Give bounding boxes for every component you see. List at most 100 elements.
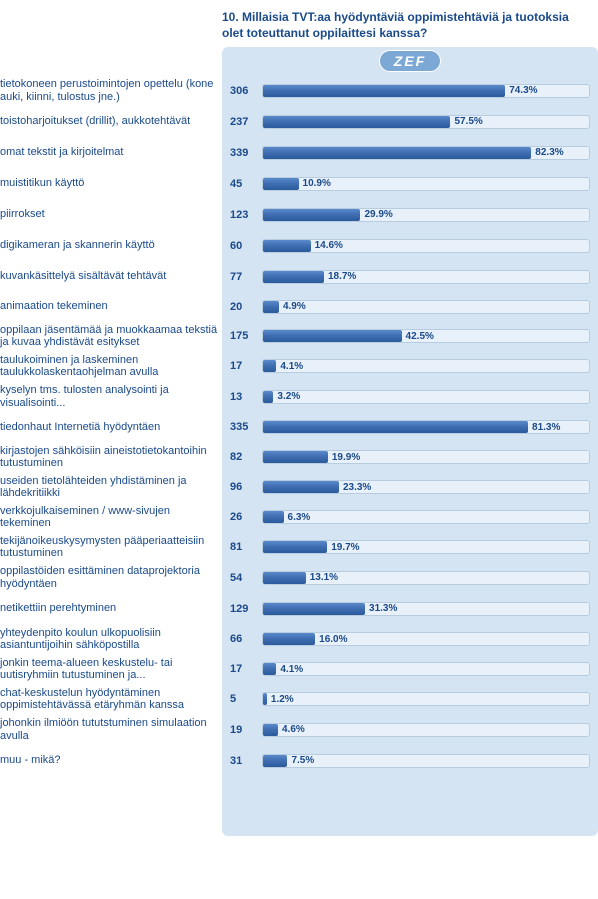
count-value: 13 (230, 391, 258, 403)
bar-fill (263, 360, 276, 372)
pct-label: 10.9% (303, 178, 331, 189)
bar-row: 266.3% (230, 502, 590, 532)
count-value: 60 (230, 240, 258, 252)
bar-track: 10.9% (262, 177, 590, 191)
category-label: oppilastöiden esittäminen dataprojektori… (0, 562, 222, 593)
bar-fill (263, 330, 402, 342)
category-label: digikameran ja skannerin käyttö (0, 230, 222, 261)
bar-track: 18.7% (262, 270, 590, 284)
category-label: animaation tekeminen (0, 292, 222, 321)
pct-label: 4.1% (280, 664, 303, 675)
bar-fill (263, 633, 315, 645)
pct-label: 16.0% (319, 634, 347, 645)
category-label: omat tekstit ja kirjoitelmat (0, 137, 222, 168)
bar-row: 12329.9% (230, 199, 590, 230)
bar-fill (263, 724, 278, 736)
pct-label: 13.1% (310, 572, 338, 583)
bar-row: 66 16.0% (230, 624, 590, 654)
bar-fill (263, 603, 365, 615)
y-axis-labels: tietokoneen perustoimintojen opettelu (k… (0, 47, 222, 836)
count-value: 237 (230, 116, 258, 128)
bar-fill (263, 421, 528, 433)
bar-fill (263, 755, 287, 767)
bar-row: 33581.3% (230, 412, 590, 442)
pct-label: 18.7% (328, 271, 356, 282)
chart-container: 10. Millaisia TVT:aa hyödyntäviä oppimis… (0, 0, 598, 836)
bar-row: 339 82.3% (230, 137, 590, 168)
bar-track: 31.3% (262, 602, 590, 616)
bar-row: 8219.9% (230, 442, 590, 472)
count-value: 82 (230, 451, 258, 463)
pct-label: 74.3% (509, 85, 537, 96)
category-label: yhteydenpito koulun ulkopuolisiin asiant… (0, 624, 222, 654)
bar-fill (263, 541, 327, 553)
pct-label: 7.5% (291, 755, 314, 766)
category-label: kyselyn tms. tulosten analysointi ja vis… (0, 381, 222, 412)
bar-fill (263, 301, 279, 313)
bar-track: 7.5% (262, 754, 590, 768)
count-value: 175 (230, 330, 258, 342)
bar-track: 74.3% (262, 84, 590, 98)
bar-row: 5413.1% (230, 562, 590, 593)
bar-track: 4.1% (262, 662, 590, 676)
category-label: oppilaan jäsentämää ja muokkaamaa teksti… (0, 321, 222, 351)
category-label: taulukoiminen ja laskeminen taulukkolask… (0, 351, 222, 381)
pct-label: 82.3% (535, 147, 563, 158)
pct-label: 4.1% (280, 361, 303, 372)
bar-track: 3.2% (262, 390, 590, 404)
bar-row: 174.1% (230, 351, 590, 381)
bar-row: 19 4.6% (230, 714, 590, 745)
category-label: kuvankäsittelyä sisältävät tehtävät (0, 261, 222, 292)
category-label: chat-keskustelun hyödyntäminen oppimiste… (0, 684, 222, 714)
count-value: 81 (230, 541, 258, 553)
bar-track: 13.1% (262, 571, 590, 585)
bar-row: 81 19.7% (230, 532, 590, 562)
pct-label: 4.6% (282, 724, 305, 735)
count-value: 123 (230, 209, 258, 221)
bar-fill (263, 147, 531, 159)
category-label: tietokoneen perustoimintojen opettelu (k… (0, 75, 222, 106)
count-value: 66 (230, 633, 258, 645)
bar-row: 51.2% (230, 684, 590, 714)
count-value: 339 (230, 147, 258, 159)
pct-label: 6.3% (288, 512, 311, 523)
pct-label: 14.6% (315, 240, 343, 251)
pct-label: 19.7% (331, 542, 359, 553)
bar-row: 7718.7% (230, 261, 590, 292)
bar-fill (263, 572, 306, 584)
bar-row: 30674.3% (230, 75, 590, 106)
category-label: tiedonhaut Internetiä hyödyntäen (0, 412, 222, 442)
bar-track: 6.3% (262, 510, 590, 524)
bars-group: 30674.3% 237 57.5% 339 82.3% 45 10.9% 12329.9% 6… (222, 75, 598, 776)
bar-fill (263, 693, 267, 705)
count-value: 17 (230, 663, 258, 675)
bar-track: 4.6% (262, 723, 590, 737)
bar-fill (263, 240, 311, 252)
pct-label: 31.3% (369, 603, 397, 614)
title-row: 10. Millaisia TVT:aa hyödyntäviä oppimis… (0, 0, 598, 47)
zef-logo: ZEF (379, 50, 441, 72)
bar-fill (263, 511, 284, 523)
count-value: 129 (230, 603, 258, 615)
bar-track: 42.5% (262, 329, 590, 343)
pct-label: 4.9% (283, 301, 306, 312)
bar-fill (263, 271, 324, 283)
bar-track: 14.6% (262, 239, 590, 253)
count-value: 45 (230, 178, 258, 190)
bar-track: 57.5% (262, 115, 590, 129)
bar-row: 175 42.5% (230, 321, 590, 351)
bar-track: 4.1% (262, 359, 590, 373)
bar-track: 23.3% (262, 480, 590, 494)
bar-track: 19.7% (262, 540, 590, 554)
bar-fill (263, 451, 328, 463)
chart-title: 10. Millaisia TVT:aa hyödyntäviä oppimis… (222, 10, 598, 41)
category-label: piirrokset (0, 199, 222, 230)
chart-plot-area: ZEF 30674.3% 237 57.5% 339 82.3% 45 10.9% 12329… (222, 47, 598, 836)
chart-main: tietokoneen perustoimintojen opettelu (k… (0, 47, 598, 836)
bar-row: 17 4.1% (230, 654, 590, 684)
bar-fill (263, 116, 450, 128)
pct-label: 1.2% (271, 694, 294, 705)
bar-fill (263, 663, 276, 675)
count-value: 19 (230, 724, 258, 736)
bar-row: 13 3.2% (230, 381, 590, 412)
